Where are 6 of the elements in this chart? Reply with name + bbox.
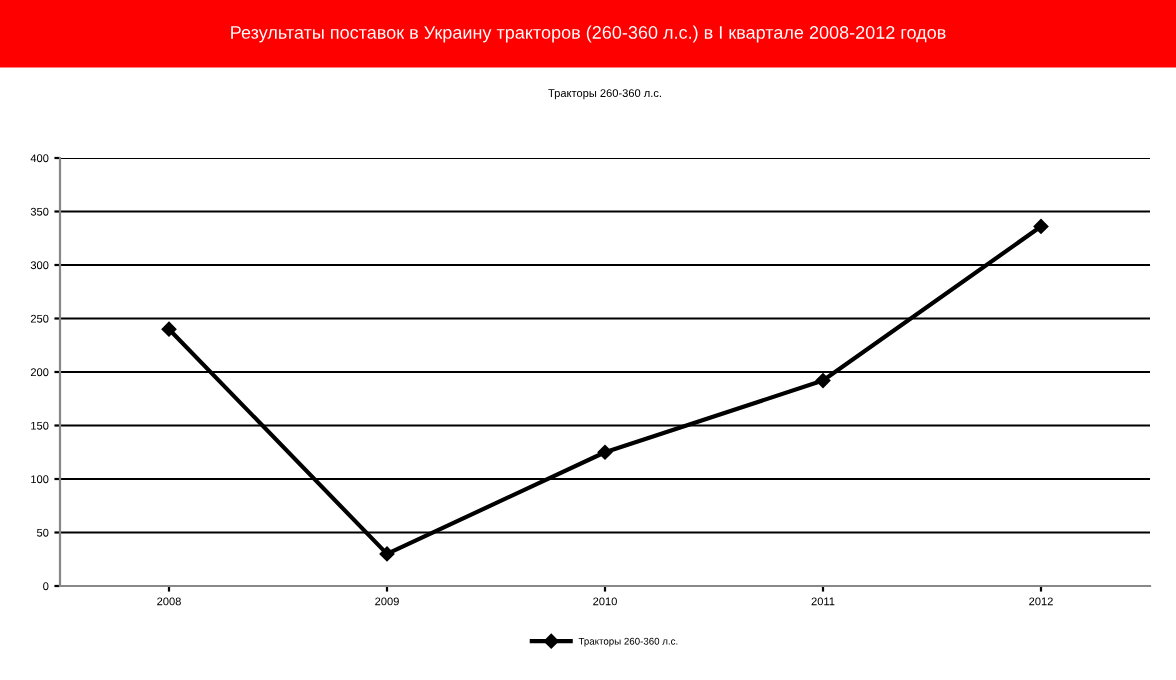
point — [597, 444, 613, 460]
point — [379, 546, 395, 562]
point — [161, 321, 177, 337]
point — [815, 373, 831, 388]
chart-title: Результаты поставок в Украину тракторов (260-360 л.с.) в I квартале 2008-2012 годов — [231, 25, 946, 43]
point — [1033, 219, 1049, 234]
